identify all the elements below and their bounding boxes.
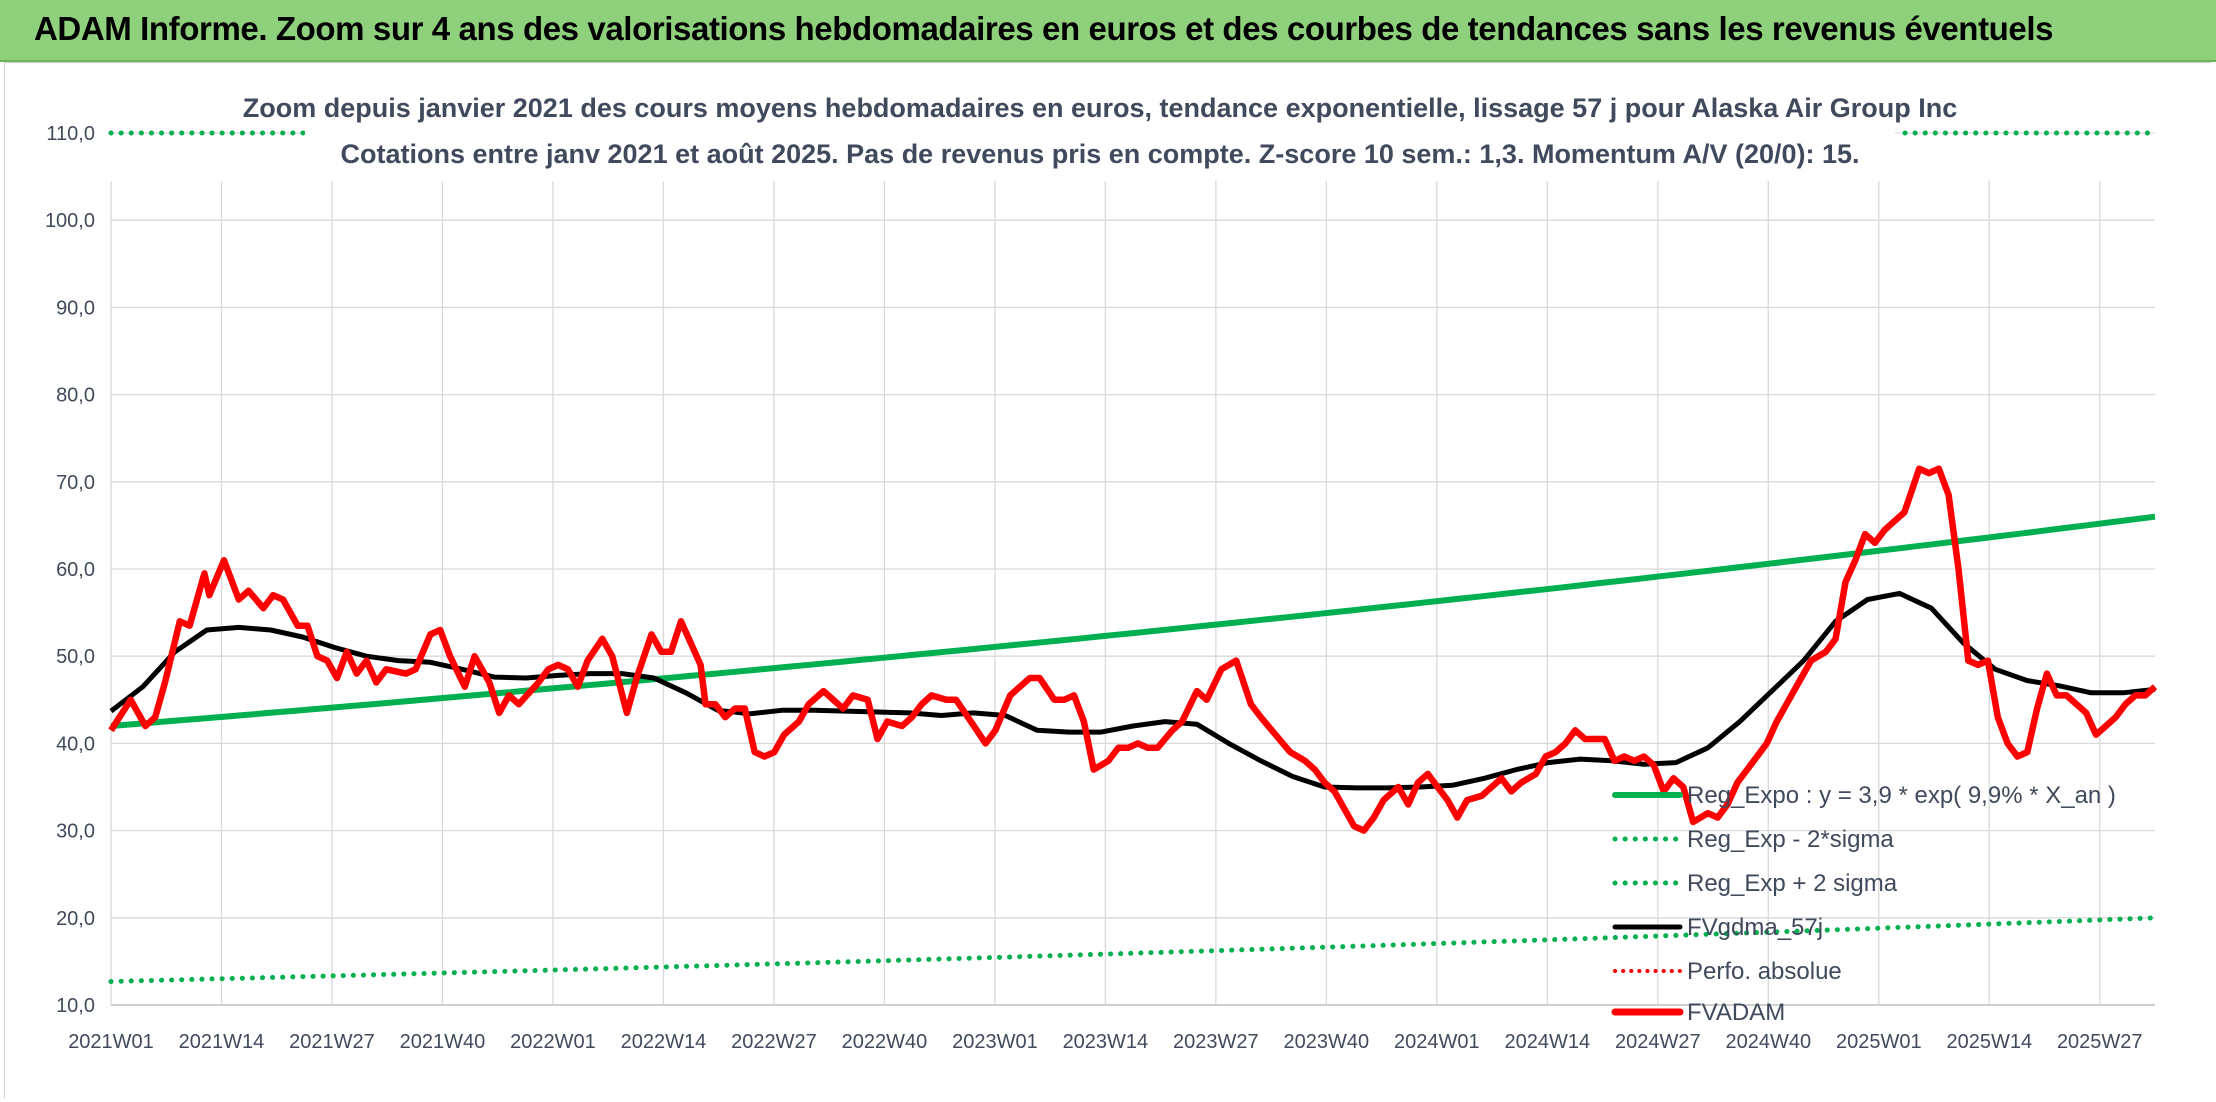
y-axis-ticks: 10,0 20,0 30,0 40,0 50,0 60,0 70,0 80,0 90,0 100,…	[45, 123, 95, 1017]
legend-label: Reg_Exp + 2 sigma	[1687, 870, 1898, 897]
x-tick-label: 2023W27	[1173, 1031, 1259, 1053]
x-tick-label: 2021W27	[289, 1031, 375, 1053]
x-tick-label: 2025W27	[2057, 1031, 2143, 1053]
x-tick-label: 2024W40	[1725, 1031, 1811, 1053]
x-tick-label: 2025W14	[1946, 1031, 2032, 1053]
x-tick-label: 2022W40	[842, 1031, 928, 1053]
header-banner: ADAM Informe. Zoom sur 4 ans des valoris…	[0, 0, 2216, 62]
x-tick-label: 2023W40	[1284, 1031, 1370, 1053]
legend-label: FVADAM	[1687, 999, 1785, 1026]
x-tick-label: 2023W14	[1063, 1031, 1149, 1053]
title-background	[305, 81, 1895, 179]
line-chart: 10,0 20,0 30,0 40,0 50,0 60,0 70,0 80,0 90,0 100,…	[5, 63, 2211, 1099]
y-tick-label: 110,0	[46, 123, 95, 145]
y-tick-label: 90,0	[56, 297, 95, 319]
chart-frame: 10,0 20,0 30,0 40,0 50,0 60,0 70,0 80,0 90,0 100,…	[4, 62, 2211, 1099]
x-tick-label: 2021W14	[179, 1031, 265, 1053]
chart-title: Zoom depuis janvier 2021 des cours moyen…	[243, 93, 1958, 123]
x-tick-label: 2021W40	[400, 1031, 486, 1053]
x-tick-label: 2022W14	[621, 1031, 707, 1053]
x-tick-label: 2022W01	[510, 1031, 596, 1053]
y-tick-label: 100,0	[45, 210, 95, 232]
x-tick-label: 2024W14	[1505, 1031, 1591, 1053]
x-axis-ticks: 2021W01 2021W14 2021W27 2021W40 2022W01 2022W…	[68, 1031, 2142, 1053]
x-tick-label: 2022W27	[731, 1031, 817, 1053]
y-tick-label: 40,0	[56, 733, 95, 755]
legend-label: FVgdma_57j	[1687, 914, 1823, 941]
page-title: ADAM Informe. Zoom sur 4 ans des valoris…	[34, 10, 2054, 47]
series-reg-expo	[110, 513, 2156, 729]
y-tick-label: 10,0	[56, 995, 95, 1017]
series-reg-exp-minus-2sigma	[108, 915, 2158, 984]
x-tick-label: 2024W27	[1615, 1031, 1701, 1053]
y-tick-label: 70,0	[56, 472, 95, 494]
chart-subtitle: Cotations entre janv 2021 et août 2025. …	[340, 139, 1859, 169]
y-tick-label: 30,0	[56, 821, 95, 843]
legend: Reg_Expo : y = 3,9 * exp( 9,9% * X_an ) R…	[1611, 782, 2116, 1026]
series-fvadam	[108, 465, 2158, 834]
plot-background	[5, 63, 2211, 1099]
grid-lines	[110, 132, 2155, 1006]
series-layer	[108, 130, 2158, 984]
x-tick-label: 2025W01	[1836, 1031, 1922, 1053]
y-tick-label: 80,0	[56, 385, 95, 407]
legend-label: Reg_Expo : y = 3,9 * exp( 9,9% * X_an )	[1687, 782, 2116, 809]
x-tick-label: 2023W01	[952, 1031, 1038, 1053]
x-tick-label: 2024W01	[1394, 1031, 1480, 1053]
chart-titles: Zoom depuis janvier 2021 des cours moyen…	[243, 81, 1958, 179]
y-tick-label: 50,0	[56, 646, 95, 668]
legend-label: Reg_Exp - 2*sigma	[1687, 826, 1894, 853]
x-tick-label: 2021W01	[68, 1031, 154, 1053]
y-tick-label: 20,0	[56, 908, 95, 930]
legend-label: Perfo. absolue	[1687, 958, 1842, 985]
y-tick-label: 60,0	[56, 559, 95, 581]
